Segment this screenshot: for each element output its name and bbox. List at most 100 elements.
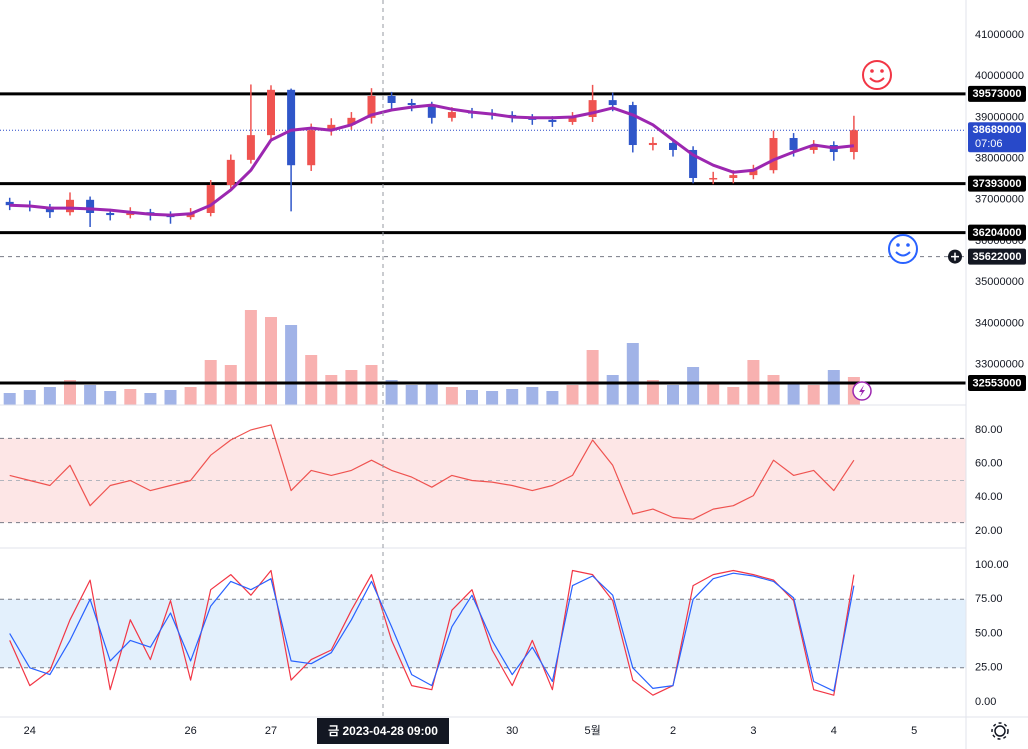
candle-body bbox=[729, 175, 738, 178]
candle-body bbox=[669, 142, 677, 150]
volume-bar bbox=[3, 393, 16, 405]
candle-body bbox=[749, 170, 758, 176]
y-tick-label: 80.00 bbox=[975, 424, 1003, 436]
x-tick-label: 30 bbox=[506, 725, 518, 737]
candle-body bbox=[789, 138, 798, 150]
candle-body bbox=[347, 117, 356, 125]
volume-bar bbox=[827, 370, 840, 405]
volume-bar bbox=[787, 383, 800, 405]
y-tick-label: 0.00 bbox=[975, 696, 996, 708]
crosshair-time-label: 금 2023-04-28 09:00 bbox=[317, 718, 449, 744]
volume-bar bbox=[646, 380, 659, 405]
overlay: 39573000 37393000 36204000 32553000 35622000… bbox=[948, 85, 1026, 392]
volume-bar bbox=[184, 387, 197, 405]
candle-body bbox=[648, 142, 657, 146]
volume-bar bbox=[345, 370, 358, 405]
candle-body bbox=[246, 135, 255, 160]
x-tick-label: 2 bbox=[670, 725, 676, 737]
volume-bar bbox=[466, 390, 478, 405]
smiley-eye bbox=[906, 243, 910, 247]
candle-body bbox=[287, 89, 296, 166]
volume-bar bbox=[385, 380, 398, 405]
volume-bar bbox=[405, 385, 418, 405]
volume-bar bbox=[687, 367, 700, 405]
volume-bar bbox=[265, 317, 277, 405]
smiley-mouth bbox=[869, 77, 885, 83]
smiley-red[interactable] bbox=[862, 60, 892, 90]
indicator-line bbox=[9, 569, 855, 696]
gear-ring bbox=[994, 725, 1006, 737]
volume-bar bbox=[526, 387, 539, 405]
volume-bar bbox=[606, 375, 619, 405]
price-line-label-box bbox=[968, 224, 1026, 241]
alert-label-box bbox=[968, 248, 1026, 265]
lightning-icon[interactable] bbox=[852, 381, 872, 401]
candle-body bbox=[588, 100, 597, 118]
candle-body bbox=[226, 159, 235, 185]
candle-body bbox=[548, 119, 557, 122]
y-tick-label: 50.00 bbox=[975, 627, 1003, 639]
candle-body bbox=[568, 117, 577, 122]
candle-body bbox=[689, 149, 698, 178]
indicator-line bbox=[9, 572, 855, 692]
y-tick-label: 39000000 bbox=[975, 111, 1024, 123]
band-fill bbox=[0, 599, 966, 668]
candle-body bbox=[66, 199, 74, 213]
volume-bar bbox=[445, 387, 458, 405]
y-tick-label: 75.00 bbox=[975, 593, 1003, 605]
volume-bar bbox=[486, 391, 499, 405]
volume-bar bbox=[244, 310, 257, 405]
y-tick-label: 35000000 bbox=[975, 276, 1024, 288]
lightning-bolt bbox=[859, 385, 865, 397]
indicator-line bbox=[9, 424, 855, 520]
volume-bar bbox=[285, 325, 298, 405]
candle-body bbox=[628, 105, 637, 146]
y-tick-label: 60.00 bbox=[975, 458, 1003, 470]
x-tick-label: 5월 bbox=[584, 724, 600, 737]
candle-body bbox=[407, 103, 416, 106]
smiley-eye bbox=[896, 243, 900, 247]
candle-body bbox=[809, 145, 818, 150]
smiley-eye bbox=[870, 69, 874, 73]
volume-bar bbox=[224, 365, 237, 405]
candle-body bbox=[709, 177, 718, 180]
price-line-label-box bbox=[968, 175, 1026, 192]
candle-body bbox=[367, 95, 376, 118]
volume-bar bbox=[84, 385, 97, 405]
candle-body bbox=[206, 184, 215, 214]
volume-bar bbox=[767, 375, 780, 405]
last-price-label: 38689000 bbox=[973, 124, 1022, 136]
moving-average-line bbox=[9, 103, 855, 217]
candle-body bbox=[267, 89, 275, 136]
volume-bar bbox=[586, 350, 599, 405]
candle-body bbox=[769, 138, 778, 171]
y-tick-label: 33000000 bbox=[975, 359, 1024, 371]
price-line-label-box bbox=[968, 375, 1026, 392]
x-tick-label: 4 bbox=[831, 725, 837, 737]
y-tick-label: 40000000 bbox=[975, 70, 1024, 82]
volume-bar bbox=[365, 365, 378, 405]
y-tick-label: 37000000 bbox=[975, 194, 1024, 206]
candle-body bbox=[608, 100, 617, 106]
smiley-mouth bbox=[895, 251, 911, 257]
volume-bar bbox=[707, 383, 720, 405]
price-line-label-box bbox=[968, 85, 1026, 102]
crosshair-label-box bbox=[317, 718, 449, 744]
alert-label: 35622000 bbox=[973, 251, 1022, 263]
smiley-face bbox=[862, 60, 892, 90]
smiley-blue[interactable] bbox=[888, 234, 918, 264]
y-tick-label: 100.00 bbox=[975, 559, 1009, 571]
y-tick-label: 40.00 bbox=[975, 491, 1003, 503]
settings-button[interactable] bbox=[991, 722, 1009, 740]
candle-body bbox=[849, 130, 858, 153]
x-tick-label: 27 bbox=[265, 725, 277, 737]
price-line-label: 32553000 bbox=[973, 377, 1022, 389]
price-line-label: 36204000 bbox=[973, 227, 1022, 239]
candle-body bbox=[327, 124, 336, 131]
volume-bar bbox=[626, 343, 639, 405]
y-tick-label: 38000000 bbox=[975, 153, 1024, 165]
price-line-label: 37393000 bbox=[973, 178, 1022, 190]
volume-bar bbox=[727, 387, 740, 405]
